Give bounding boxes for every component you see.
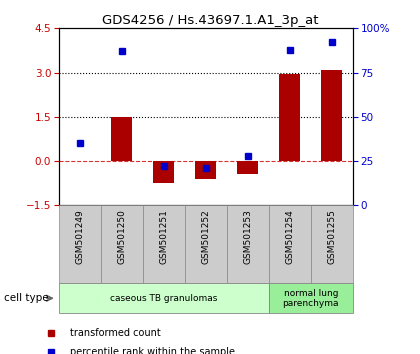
Text: caseous TB granulomas: caseous TB granulomas bbox=[110, 294, 218, 303]
Text: percentile rank within the sample: percentile rank within the sample bbox=[70, 347, 235, 354]
Bar bbox=[185, 205, 227, 283]
Bar bbox=[101, 205, 143, 283]
Text: GDS4256 / Hs.43697.1.A1_3p_at: GDS4256 / Hs.43697.1.A1_3p_at bbox=[102, 14, 318, 27]
Bar bbox=[59, 205, 101, 283]
Text: GSM501255: GSM501255 bbox=[327, 209, 336, 264]
Bar bbox=[269, 205, 311, 283]
Bar bbox=[311, 205, 353, 283]
Text: cell type: cell type bbox=[4, 293, 49, 303]
Bar bbox=[153, 161, 174, 183]
Bar bbox=[279, 74, 300, 161]
Text: transformed count: transformed count bbox=[70, 328, 161, 338]
Text: GSM501254: GSM501254 bbox=[285, 209, 294, 264]
Bar bbox=[59, 283, 269, 313]
Text: GSM501253: GSM501253 bbox=[243, 209, 252, 264]
Text: GSM501252: GSM501252 bbox=[201, 209, 210, 264]
Bar bbox=[237, 161, 258, 175]
Text: GSM501251: GSM501251 bbox=[159, 209, 168, 264]
Bar bbox=[195, 161, 216, 179]
Text: GSM501250: GSM501250 bbox=[117, 209, 126, 264]
Bar bbox=[321, 70, 342, 161]
Bar bbox=[111, 117, 132, 161]
Text: GSM501249: GSM501249 bbox=[75, 209, 84, 264]
Bar bbox=[269, 283, 353, 313]
Bar bbox=[143, 205, 185, 283]
Text: normal lung
parenchyma: normal lung parenchyma bbox=[283, 289, 339, 308]
Bar bbox=[227, 205, 269, 283]
